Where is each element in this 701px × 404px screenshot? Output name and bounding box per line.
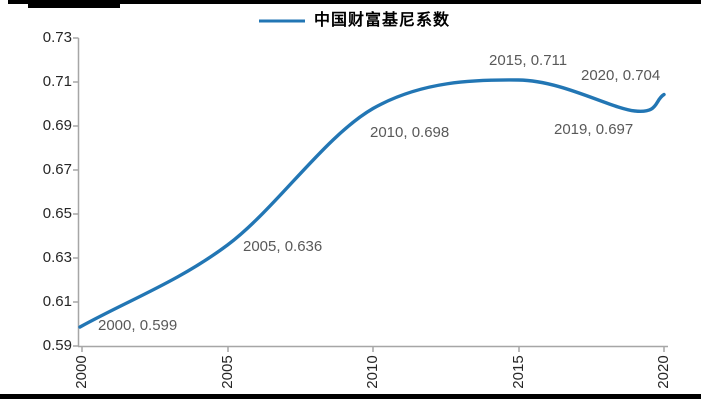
bottom-frame-bar bbox=[0, 394, 701, 399]
data-label-2010: 2010, 0.698 bbox=[370, 124, 450, 141]
x-tick-2010: 2010 bbox=[364, 355, 381, 389]
y-tick-0.63: 0.63 bbox=[42, 249, 72, 266]
y-tick-0.69: 0.69 bbox=[42, 117, 72, 134]
x-tick-2000: 2000 bbox=[73, 355, 90, 389]
top-frame-bar bbox=[8, 0, 701, 4]
top-frame-bar-thick bbox=[28, 0, 120, 8]
x-tick-2020: 2020 bbox=[655, 355, 672, 389]
x-axis-tick-marks bbox=[81, 346, 665, 352]
data-label-2019: 2019, 0.697 bbox=[554, 121, 634, 138]
legend-line-icon bbox=[259, 19, 305, 23]
y-tick-0.61: 0.61 bbox=[42, 293, 72, 310]
data-label-2000: 2000, 0.599 bbox=[98, 317, 178, 334]
y-tick-0.65: 0.65 bbox=[42, 205, 72, 222]
y-axis-tick-marks bbox=[73, 37, 79, 347]
x-tick-2005: 2005 bbox=[219, 355, 236, 389]
y-tick-0.67: 0.67 bbox=[42, 161, 72, 178]
data-label-2020: 2020, 0.704 bbox=[581, 67, 661, 84]
y-tick-0.73: 0.73 bbox=[42, 29, 72, 46]
legend-series-label: 中国财富基尼系数 bbox=[314, 12, 451, 29]
data-label-2005: 2005, 0.636 bbox=[243, 238, 323, 255]
y-tick-0.71: 0.71 bbox=[42, 73, 72, 90]
data-label-2015: 2015, 0.711 bbox=[489, 52, 568, 69]
x-tick-2015: 2015 bbox=[510, 355, 527, 389]
y-tick-0.59: 0.59 bbox=[42, 337, 72, 354]
chart-legend: 中国财富基尼系数 bbox=[258, 11, 450, 31]
gini-series-line bbox=[78, 78, 666, 329]
